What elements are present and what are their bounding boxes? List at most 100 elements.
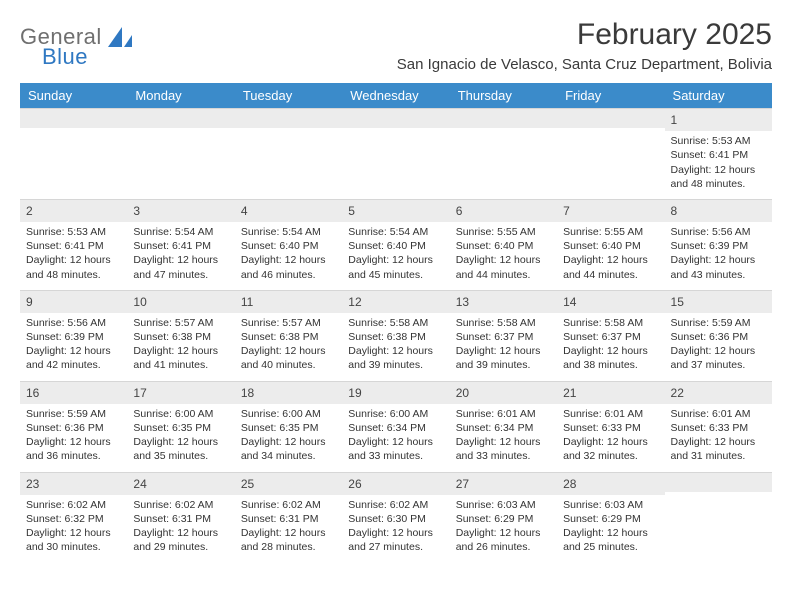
daylight-text: Daylight: 12 hours and 31 minutes. — [671, 435, 766, 463]
day-number: 16 — [20, 381, 127, 404]
calendar-day-cell — [342, 108, 449, 199]
calendar-week-row: 16Sunrise: 5:59 AMSunset: 6:36 PMDayligh… — [20, 381, 772, 472]
day-number: 1 — [665, 108, 772, 131]
day-number: 9 — [20, 290, 127, 313]
day-body: Sunrise: 5:55 AMSunset: 6:40 PMDaylight:… — [557, 222, 664, 290]
sunset-text: Sunset: 6:33 PM — [671, 421, 766, 435]
sunrise-text: Sunrise: 5:58 AM — [348, 316, 443, 330]
sunrise-text: Sunrise: 5:55 AM — [563, 225, 658, 239]
sunset-text: Sunset: 6:41 PM — [26, 239, 121, 253]
sunrise-text: Sunrise: 6:01 AM — [563, 407, 658, 421]
day-number: 10 — [127, 290, 234, 313]
calendar-day-cell: 3Sunrise: 5:54 AMSunset: 6:41 PMDaylight… — [127, 199, 234, 290]
sunset-text: Sunset: 6:31 PM — [241, 512, 336, 526]
sunset-text: Sunset: 6:40 PM — [456, 239, 551, 253]
calendar-day-cell — [450, 108, 557, 199]
calendar-day-cell: 7Sunrise: 5:55 AMSunset: 6:40 PMDaylight… — [557, 199, 664, 290]
day-number-empty — [557, 108, 664, 128]
calendar-head: SundayMondayTuesdayWednesdayThursdayFrid… — [20, 83, 772, 108]
day-number: 19 — [342, 381, 449, 404]
calendar-day-cell: 17Sunrise: 6:00 AMSunset: 6:35 PMDayligh… — [127, 381, 234, 472]
day-number: 8 — [665, 199, 772, 222]
sunset-text: Sunset: 6:34 PM — [348, 421, 443, 435]
sunset-text: Sunset: 6:29 PM — [456, 512, 551, 526]
calendar-day-cell: 8Sunrise: 5:56 AMSunset: 6:39 PMDaylight… — [665, 199, 772, 290]
calendar-body: 1Sunrise: 5:53 AMSunset: 6:41 PMDaylight… — [20, 108, 772, 562]
daylight-text: Daylight: 12 hours and 41 minutes. — [133, 344, 228, 372]
sunrise-text: Sunrise: 5:57 AM — [241, 316, 336, 330]
sunset-text: Sunset: 6:30 PM — [348, 512, 443, 526]
daylight-text: Daylight: 12 hours and 37 minutes. — [671, 344, 766, 372]
day-number: 24 — [127, 472, 234, 495]
day-body: Sunrise: 5:54 AMSunset: 6:40 PMDaylight:… — [235, 222, 342, 290]
sunset-text: Sunset: 6:36 PM — [26, 421, 121, 435]
daylight-text: Daylight: 12 hours and 35 minutes. — [133, 435, 228, 463]
sunset-text: Sunset: 6:37 PM — [456, 330, 551, 344]
day-number: 14 — [557, 290, 664, 313]
daylight-text: Daylight: 12 hours and 45 minutes. — [348, 253, 443, 281]
day-body-empty — [20, 128, 127, 186]
day-body: Sunrise: 6:01 AMSunset: 6:33 PMDaylight:… — [665, 404, 772, 472]
calendar-day-cell: 22Sunrise: 6:01 AMSunset: 6:33 PMDayligh… — [665, 381, 772, 472]
weekday-header: Saturday — [665, 83, 772, 108]
day-number: 17 — [127, 381, 234, 404]
daylight-text: Daylight: 12 hours and 38 minutes. — [563, 344, 658, 372]
sunset-text: Sunset: 6:40 PM — [348, 239, 443, 253]
daylight-text: Daylight: 12 hours and 30 minutes. — [26, 526, 121, 554]
calendar-day-cell: 26Sunrise: 6:02 AMSunset: 6:30 PMDayligh… — [342, 472, 449, 563]
sunrise-text: Sunrise: 5:59 AM — [26, 407, 121, 421]
sunrise-text: Sunrise: 6:01 AM — [671, 407, 766, 421]
sunrise-text: Sunrise: 5:53 AM — [671, 134, 766, 148]
sunrise-text: Sunrise: 5:55 AM — [456, 225, 551, 239]
daylight-text: Daylight: 12 hours and 48 minutes. — [26, 253, 121, 281]
day-number: 28 — [557, 472, 664, 495]
day-body: Sunrise: 5:59 AMSunset: 6:36 PMDaylight:… — [20, 404, 127, 472]
weekday-header: Tuesday — [235, 83, 342, 108]
sunrise-text: Sunrise: 5:58 AM — [456, 316, 551, 330]
brand-word2: Blue — [42, 44, 88, 70]
sunset-text: Sunset: 6:41 PM — [671, 148, 766, 162]
day-body: Sunrise: 6:00 AMSunset: 6:34 PMDaylight:… — [342, 404, 449, 472]
day-body: Sunrise: 5:54 AMSunset: 6:41 PMDaylight:… — [127, 222, 234, 290]
sunset-text: Sunset: 6:40 PM — [241, 239, 336, 253]
daylight-text: Daylight: 12 hours and 43 minutes. — [671, 253, 766, 281]
weekday-header: Thursday — [450, 83, 557, 108]
daylight-text: Daylight: 12 hours and 39 minutes. — [348, 344, 443, 372]
calendar-day-cell: 25Sunrise: 6:02 AMSunset: 6:31 PMDayligh… — [235, 472, 342, 563]
weekday-header: Wednesday — [342, 83, 449, 108]
sunset-text: Sunset: 6:41 PM — [133, 239, 228, 253]
sunrise-text: Sunrise: 6:02 AM — [133, 498, 228, 512]
sunrise-text: Sunrise: 6:02 AM — [241, 498, 336, 512]
daylight-text: Daylight: 12 hours and 39 minutes. — [456, 344, 551, 372]
daylight-text: Daylight: 12 hours and 29 minutes. — [133, 526, 228, 554]
sunrise-text: Sunrise: 6:00 AM — [241, 407, 336, 421]
sunrise-text: Sunrise: 5:58 AM — [563, 316, 658, 330]
calendar-day-cell: 14Sunrise: 5:58 AMSunset: 6:37 PMDayligh… — [557, 290, 664, 381]
sunrise-text: Sunrise: 5:54 AM — [133, 225, 228, 239]
daylight-text: Daylight: 12 hours and 40 minutes. — [241, 344, 336, 372]
sunrise-text: Sunrise: 5:54 AM — [348, 225, 443, 239]
day-number: 4 — [235, 199, 342, 222]
day-body: Sunrise: 6:00 AMSunset: 6:35 PMDaylight:… — [127, 404, 234, 472]
day-number: 26 — [342, 472, 449, 495]
calendar-day-cell — [665, 472, 772, 563]
day-number: 5 — [342, 199, 449, 222]
calendar-day-cell: 15Sunrise: 5:59 AMSunset: 6:36 PMDayligh… — [665, 290, 772, 381]
sunset-text: Sunset: 6:31 PM — [133, 512, 228, 526]
weekday-header: Monday — [127, 83, 234, 108]
day-body: Sunrise: 6:00 AMSunset: 6:35 PMDaylight:… — [235, 404, 342, 472]
daylight-text: Daylight: 12 hours and 33 minutes. — [456, 435, 551, 463]
day-number: 12 — [342, 290, 449, 313]
daylight-text: Daylight: 12 hours and 26 minutes. — [456, 526, 551, 554]
sunset-text: Sunset: 6:29 PM — [563, 512, 658, 526]
day-body: Sunrise: 6:01 AMSunset: 6:34 PMDaylight:… — [450, 404, 557, 472]
day-number-empty — [127, 108, 234, 128]
day-number-empty — [342, 108, 449, 128]
daylight-text: Daylight: 12 hours and 32 minutes. — [563, 435, 658, 463]
location-subtitle: San Ignacio de Velasco, Santa Cruz Depar… — [397, 56, 772, 73]
daylight-text: Daylight: 12 hours and 33 minutes. — [348, 435, 443, 463]
sunset-text: Sunset: 6:39 PM — [26, 330, 121, 344]
calendar-day-cell: 12Sunrise: 5:58 AMSunset: 6:38 PMDayligh… — [342, 290, 449, 381]
calendar-day-cell: 16Sunrise: 5:59 AMSunset: 6:36 PMDayligh… — [20, 381, 127, 472]
daylight-text: Daylight: 12 hours and 44 minutes. — [563, 253, 658, 281]
